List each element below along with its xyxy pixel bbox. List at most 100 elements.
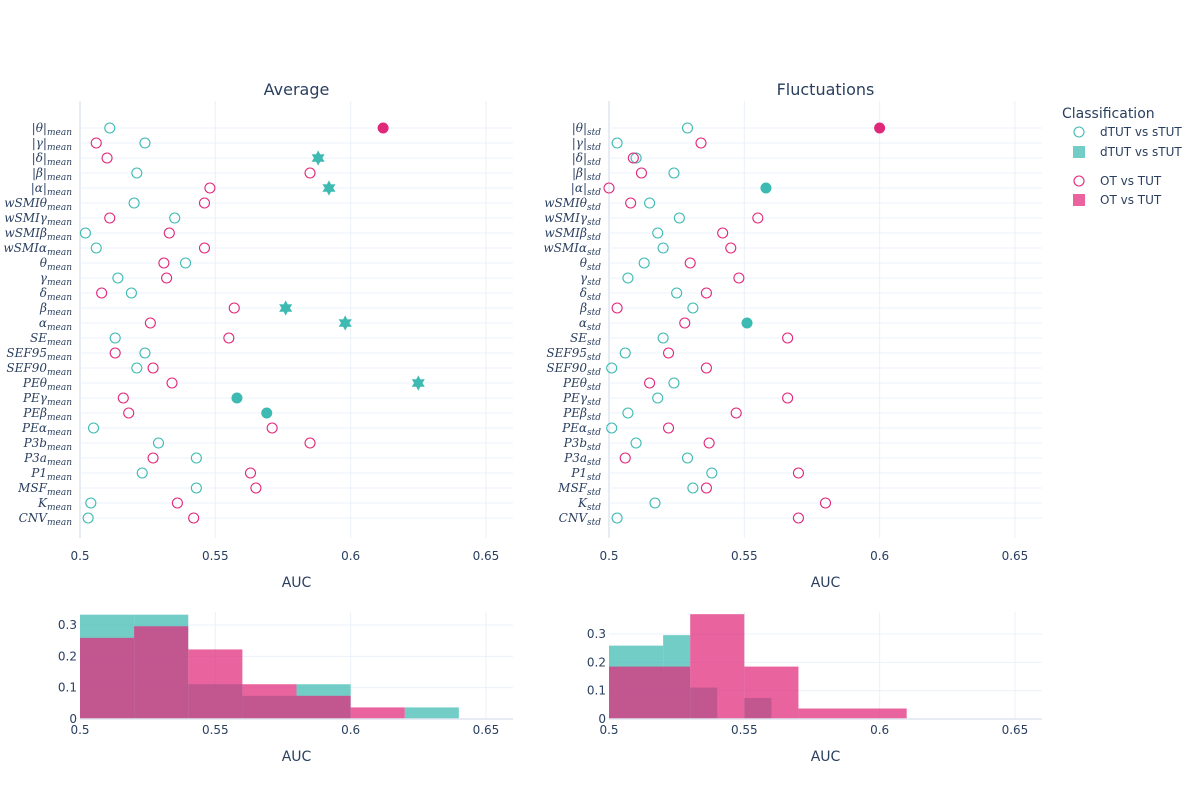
category-label-subscript: std	[587, 473, 601, 483]
data-point-open	[147, 452, 159, 464]
category-label-base: |δ|	[32, 151, 47, 165]
category-label-subscript: mean	[47, 233, 72, 243]
category-label-subscript: std	[587, 233, 601, 243]
category-label-base: |γ|	[572, 136, 587, 150]
data-point-open	[158, 257, 170, 269]
data-point-open	[782, 332, 794, 344]
x-tick-label: 0.6	[870, 723, 889, 737]
data-point-open	[679, 317, 691, 329]
data-point-open	[101, 152, 113, 164]
data-point-open	[681, 122, 694, 134]
x-axis-title: AUC	[282, 749, 312, 765]
category-label-base: CNV	[559, 511, 589, 525]
legend-item-label: dTUT vs sTUT	[1100, 125, 1182, 139]
data-point-open	[635, 167, 648, 179]
category-label-subscript: mean	[47, 518, 72, 528]
data-point-open	[244, 467, 257, 479]
data-point-open	[625, 197, 637, 209]
data-point-open	[163, 227, 175, 239]
data-point-open	[819, 497, 832, 509]
data-point-star	[411, 375, 425, 391]
category-label-subscript: std	[587, 263, 601, 273]
data-point-open	[223, 332, 235, 344]
data-point-open	[128, 197, 140, 209]
legend-symbol-open-circle	[1073, 175, 1085, 187]
category-label: wSMIαstd	[543, 241, 601, 258]
category-label-subscript: std	[587, 413, 601, 423]
category-label-subscript: std	[587, 338, 601, 348]
category-label: γmean	[40, 271, 72, 288]
category-label-base: PEβ	[562, 406, 587, 420]
category-label-subscript: mean	[47, 458, 72, 468]
category-label-base: |α|	[571, 181, 587, 195]
data-point-open	[125, 287, 137, 299]
legend-item-label: dTUT vs sTUT	[1100, 145, 1182, 159]
data-point-star	[311, 150, 325, 166]
data-point-open	[104, 122, 116, 134]
data-point-open	[90, 242, 102, 254]
data-point-open	[266, 422, 278, 434]
category-label-base: PEα	[21, 421, 47, 435]
data-point-open	[204, 182, 216, 194]
data-point-open	[684, 257, 696, 269]
category-label-base: PEθ	[562, 376, 588, 390]
category-label: |θ|std	[572, 121, 602, 138]
category-label: P3amean	[23, 451, 72, 468]
category-label-base: |γ|	[32, 136, 47, 150]
category-label-subscript: std	[587, 353, 601, 363]
x-tick-label: 0.6	[870, 549, 889, 563]
category-label: wSMIγstd	[544, 211, 601, 228]
data-point-filled	[874, 122, 886, 134]
category-label-base: |θ|	[32, 121, 47, 135]
category-label: |α|std	[571, 181, 601, 198]
data-point-open	[733, 272, 745, 284]
category-label: wSMIθstd	[544, 196, 601, 213]
legend-symbol-square	[1073, 194, 1085, 206]
data-point-open	[649, 497, 661, 509]
y-tick-label: 0.2	[587, 655, 606, 669]
category-label-base: |θ|	[572, 121, 587, 135]
data-point-open	[90, 137, 102, 149]
data-point-filled	[377, 122, 389, 134]
category-label: αmean	[39, 316, 72, 333]
category-label: MSFstd	[557, 481, 601, 498]
data-point-open	[717, 227, 729, 239]
x-tick-label: 0.55	[731, 723, 758, 737]
category-label-subscript: std	[587, 248, 601, 258]
histogram-bar	[134, 626, 189, 719]
category-label-base: |δ|	[572, 151, 587, 165]
category-label: PEθmean	[22, 376, 72, 393]
category-label-subscript: std	[587, 458, 601, 468]
category-label-subscript: std	[587, 398, 601, 408]
data-point-open	[668, 167, 680, 179]
panel-title: Fluctuations	[777, 80, 875, 99]
category-label-subscript: mean	[47, 473, 72, 483]
data-point-open	[662, 422, 675, 434]
x-axis-title: AUC	[811, 575, 841, 591]
x-tick-label: 0.65	[1002, 549, 1029, 563]
data-point-open	[144, 317, 156, 329]
category-label-subscript: std	[587, 518, 601, 528]
category-label: PEθstd	[562, 376, 601, 393]
category-label-subscript: mean	[47, 503, 72, 513]
x-tick-label: 0.55	[731, 549, 758, 563]
category-label-subscript: std	[587, 218, 601, 228]
y-tick-label: 0	[598, 712, 606, 726]
category-label-base: PEγ	[562, 391, 588, 405]
data-point-open	[619, 452, 631, 464]
data-point-open	[85, 497, 97, 509]
category-label-base: |α|	[31, 181, 47, 195]
y-tick-label: 0.3	[58, 618, 77, 632]
category-label-base: SEF90	[546, 361, 587, 375]
category-label-base: θ	[580, 256, 588, 270]
data-point-open	[139, 137, 151, 149]
category-label-subscript: mean	[47, 263, 72, 273]
data-point-open	[668, 377, 680, 389]
data-point-open	[228, 302, 240, 314]
category-label: wSMIθmean	[4, 196, 72, 213]
category-label: PEβstd	[562, 406, 601, 423]
x-tick-label: 0.65	[473, 723, 500, 737]
category-label: PEβmean	[22, 406, 72, 423]
x-tick-label: 0.5	[70, 549, 89, 563]
category-label-base: PEα	[561, 421, 587, 435]
